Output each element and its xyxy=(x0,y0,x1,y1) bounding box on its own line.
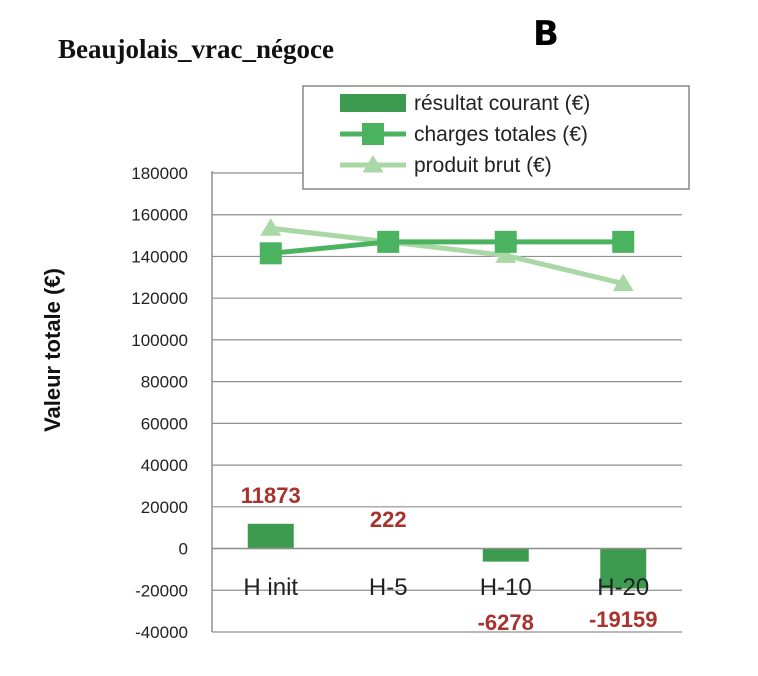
chart-title: Beaujolais_vrac_négoce xyxy=(58,34,334,64)
bar xyxy=(600,548,647,589)
legend-marker-triangle xyxy=(362,155,384,173)
y-tick-label: 0 xyxy=(179,540,188,559)
charges-totales-marker xyxy=(377,230,400,253)
charges-totales-marker xyxy=(494,230,517,253)
charges-totales-line xyxy=(270,239,624,256)
legend-label: produit brut (€) xyxy=(414,154,552,177)
data-label: -6278 xyxy=(478,610,534,635)
bar xyxy=(482,548,529,562)
y-tick-label: -20000 xyxy=(135,581,188,600)
data-label: 222 xyxy=(370,507,407,532)
bar-series xyxy=(247,523,647,589)
x-tick-label: H-10 xyxy=(480,574,532,601)
y-tick-label: 160000 xyxy=(131,206,188,225)
produit-brut-marker xyxy=(260,218,282,236)
charges-totales-marker xyxy=(259,242,282,265)
y-tick-label: 40000 xyxy=(141,456,188,475)
y-tick-label: 80000 xyxy=(141,373,188,392)
produit-brut-marker xyxy=(612,273,634,292)
legend: résultat courant (€) charges totales (€) p… xyxy=(302,85,690,190)
y-tick-label: 100000 xyxy=(131,331,188,350)
y-tick-label: 140000 xyxy=(131,247,188,266)
x-tick-label: H-5 xyxy=(369,574,408,601)
y-tick-labels: -40000 -20000 0 20000 40000 60000 80000 100000 1… xyxy=(131,164,188,642)
y-tick-label: 120000 xyxy=(131,289,188,308)
y-tick-label: 20000 xyxy=(141,498,188,517)
panel-letter: B xyxy=(533,14,559,54)
bar xyxy=(247,523,294,549)
legend-swatch-bar xyxy=(340,94,406,112)
produit-brut-marker xyxy=(495,245,517,263)
line-series xyxy=(259,218,635,292)
x-tick-labels: H init H-5 H-10 H-20 xyxy=(243,574,649,601)
legend-label: résultat courant (€) xyxy=(414,92,590,115)
x-tick-label: H-20 xyxy=(597,574,649,601)
y-tick-label: 60000 xyxy=(141,414,188,433)
data-labels: 11873 222 -6278 -19159 xyxy=(241,483,658,635)
produit-brut-line xyxy=(270,225,624,287)
x-tick-label: H init xyxy=(243,574,298,601)
charges-totales-marker xyxy=(612,230,635,253)
y-tick-label: -40000 xyxy=(135,623,188,642)
data-label: -19159 xyxy=(589,607,658,632)
axes xyxy=(211,171,682,632)
legend-label: charges totales (€) xyxy=(414,123,588,146)
legend-marker-square xyxy=(362,123,384,145)
data-label: 11873 xyxy=(241,483,301,508)
y-tick-label: 180000 xyxy=(131,164,188,183)
y-axis-label: Valeur totale (€) xyxy=(40,268,65,432)
